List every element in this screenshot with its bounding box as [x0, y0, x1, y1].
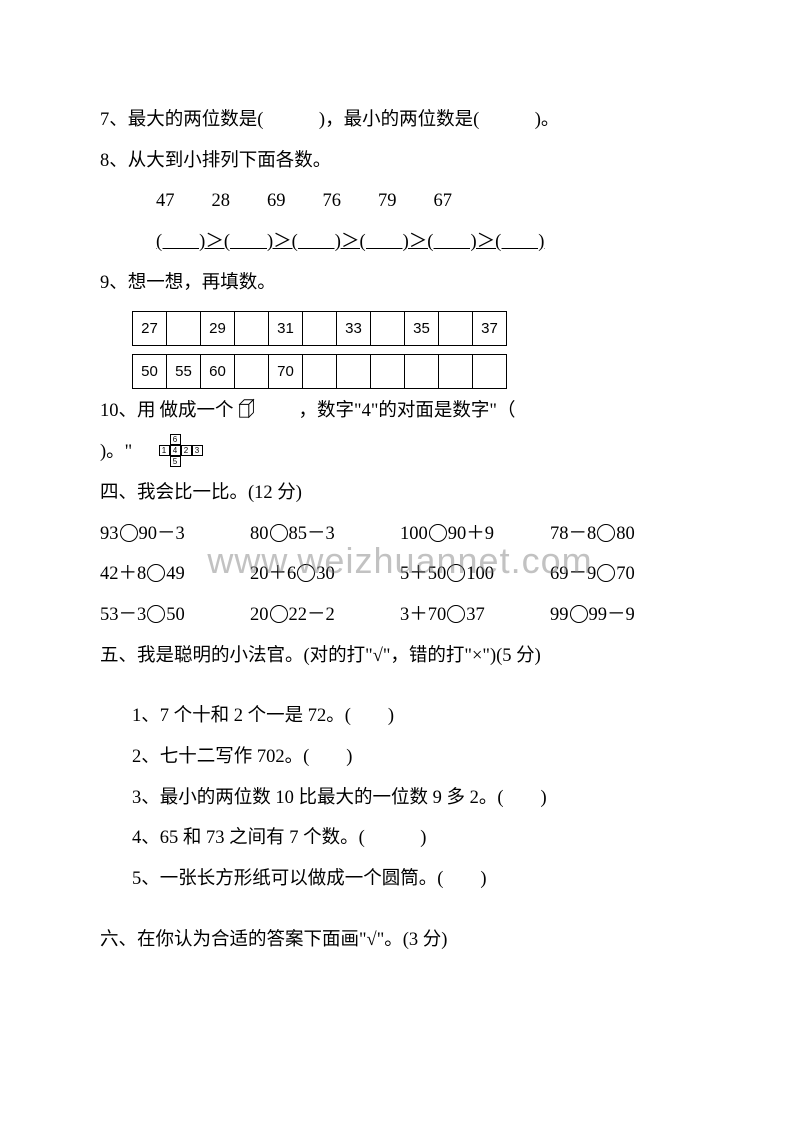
q9-cell: 29	[201, 312, 235, 346]
q9-cell	[303, 312, 337, 346]
q9-cell: 31	[269, 312, 303, 346]
q10-suffix: ，数字"4"的对面是数字"（	[262, 391, 516, 432]
document-page: 7、最大的两位数是( )，最小的两位数是( )。 8、从大到小排列下面各数。 4…	[0, 0, 800, 1020]
s5-item: 3、最小的两位数 10 比最大的一位数 9 多 2。( )	[100, 778, 700, 819]
s5-item: 4、65 和 73 之间有 7 个数。( )	[100, 818, 700, 859]
q10-mid: 做成一个	[160, 391, 234, 432]
compare-cell: 8085－3	[250, 514, 400, 555]
compare-cell: 78－880	[550, 514, 700, 555]
compare-cell: 53－350	[100, 595, 250, 636]
q9-cell: 50	[133, 355, 167, 389]
cube-icon	[236, 394, 258, 435]
q10-prefix: 10、用	[100, 391, 156, 432]
q9-cell	[235, 312, 269, 346]
q9-cell: 27	[133, 312, 167, 346]
compare-cell: 20＋630	[250, 554, 400, 595]
compare-cell: 3＋7037	[400, 595, 550, 636]
q9-cell: 70	[269, 355, 303, 389]
s4-title: 四、我会比一比。(12 分)	[100, 473, 700, 514]
q9-tables: 27 29 31 33 35 37 505560 70	[132, 311, 700, 389]
s5-title: 五、我是聪明的小法官。(对的打"√"，错的打"×")(5 分)	[100, 636, 700, 677]
q9-cell: 33	[337, 312, 371, 346]
q9-cell: 37	[473, 312, 507, 346]
q9-cell	[439, 355, 473, 389]
q9-cell	[167, 312, 201, 346]
q9-cell	[473, 355, 507, 389]
q8-blanks: ( )＞( )＞( )＞( )＞( )＞( )	[100, 222, 700, 263]
compare-cell: 42＋849	[100, 554, 250, 595]
s4-grid: 9390－38085－310090＋978－880 42＋84920＋6305＋5…	[100, 514, 700, 636]
q9-cell: 55	[167, 355, 201, 389]
q8-title: 8、从大到小排列下面各数。	[100, 141, 700, 182]
s5-item: 2、七十二写作 702。( )	[100, 737, 700, 778]
q8-numbers: 47 28 69 76 79 67	[100, 181, 700, 222]
compare-cell: 9999－9	[550, 595, 700, 636]
compare-cell: 9390－3	[100, 514, 250, 555]
q9-cell	[439, 312, 473, 346]
s5-item: 1、7 个十和 2 个一是 72。( )	[100, 696, 700, 737]
q9-cell	[371, 312, 405, 346]
compare-cell: 69－970	[550, 554, 700, 595]
q9-cell	[405, 355, 439, 389]
q9-cell: 60	[201, 355, 235, 389]
q9-cell	[371, 355, 405, 389]
compare-cell: 5＋50100	[400, 554, 550, 595]
q9-cell	[303, 355, 337, 389]
q9-row1: 27 29 31 33 35 37	[132, 311, 507, 346]
q9-row2: 505560 70	[132, 354, 507, 389]
q9-title: 9、想一想，再填数。	[100, 263, 700, 304]
compare-cell: 2022－2	[250, 595, 400, 636]
q7: 7、最大的两位数是( )，最小的两位数是( )。	[100, 100, 700, 141]
q9-cell: 35	[405, 312, 439, 346]
q9-cell	[337, 355, 371, 389]
s5-items: 1、7 个十和 2 个一是 72。( )2、七十二写作 702。( )3、最小的…	[100, 696, 700, 899]
q9-cell	[235, 355, 269, 389]
q10: 10、用 6 1 4 2 3 5 做成一个 ，数字"4"的对面是数字"（	[100, 391, 700, 432]
s6: 六、在你认为合适的答案下面画"√"。(3 分)	[100, 920, 700, 961]
s5-item: 5、一张长方形纸可以做成一个圆筒。( )	[100, 859, 700, 900]
compare-cell: 10090＋9	[400, 514, 550, 555]
